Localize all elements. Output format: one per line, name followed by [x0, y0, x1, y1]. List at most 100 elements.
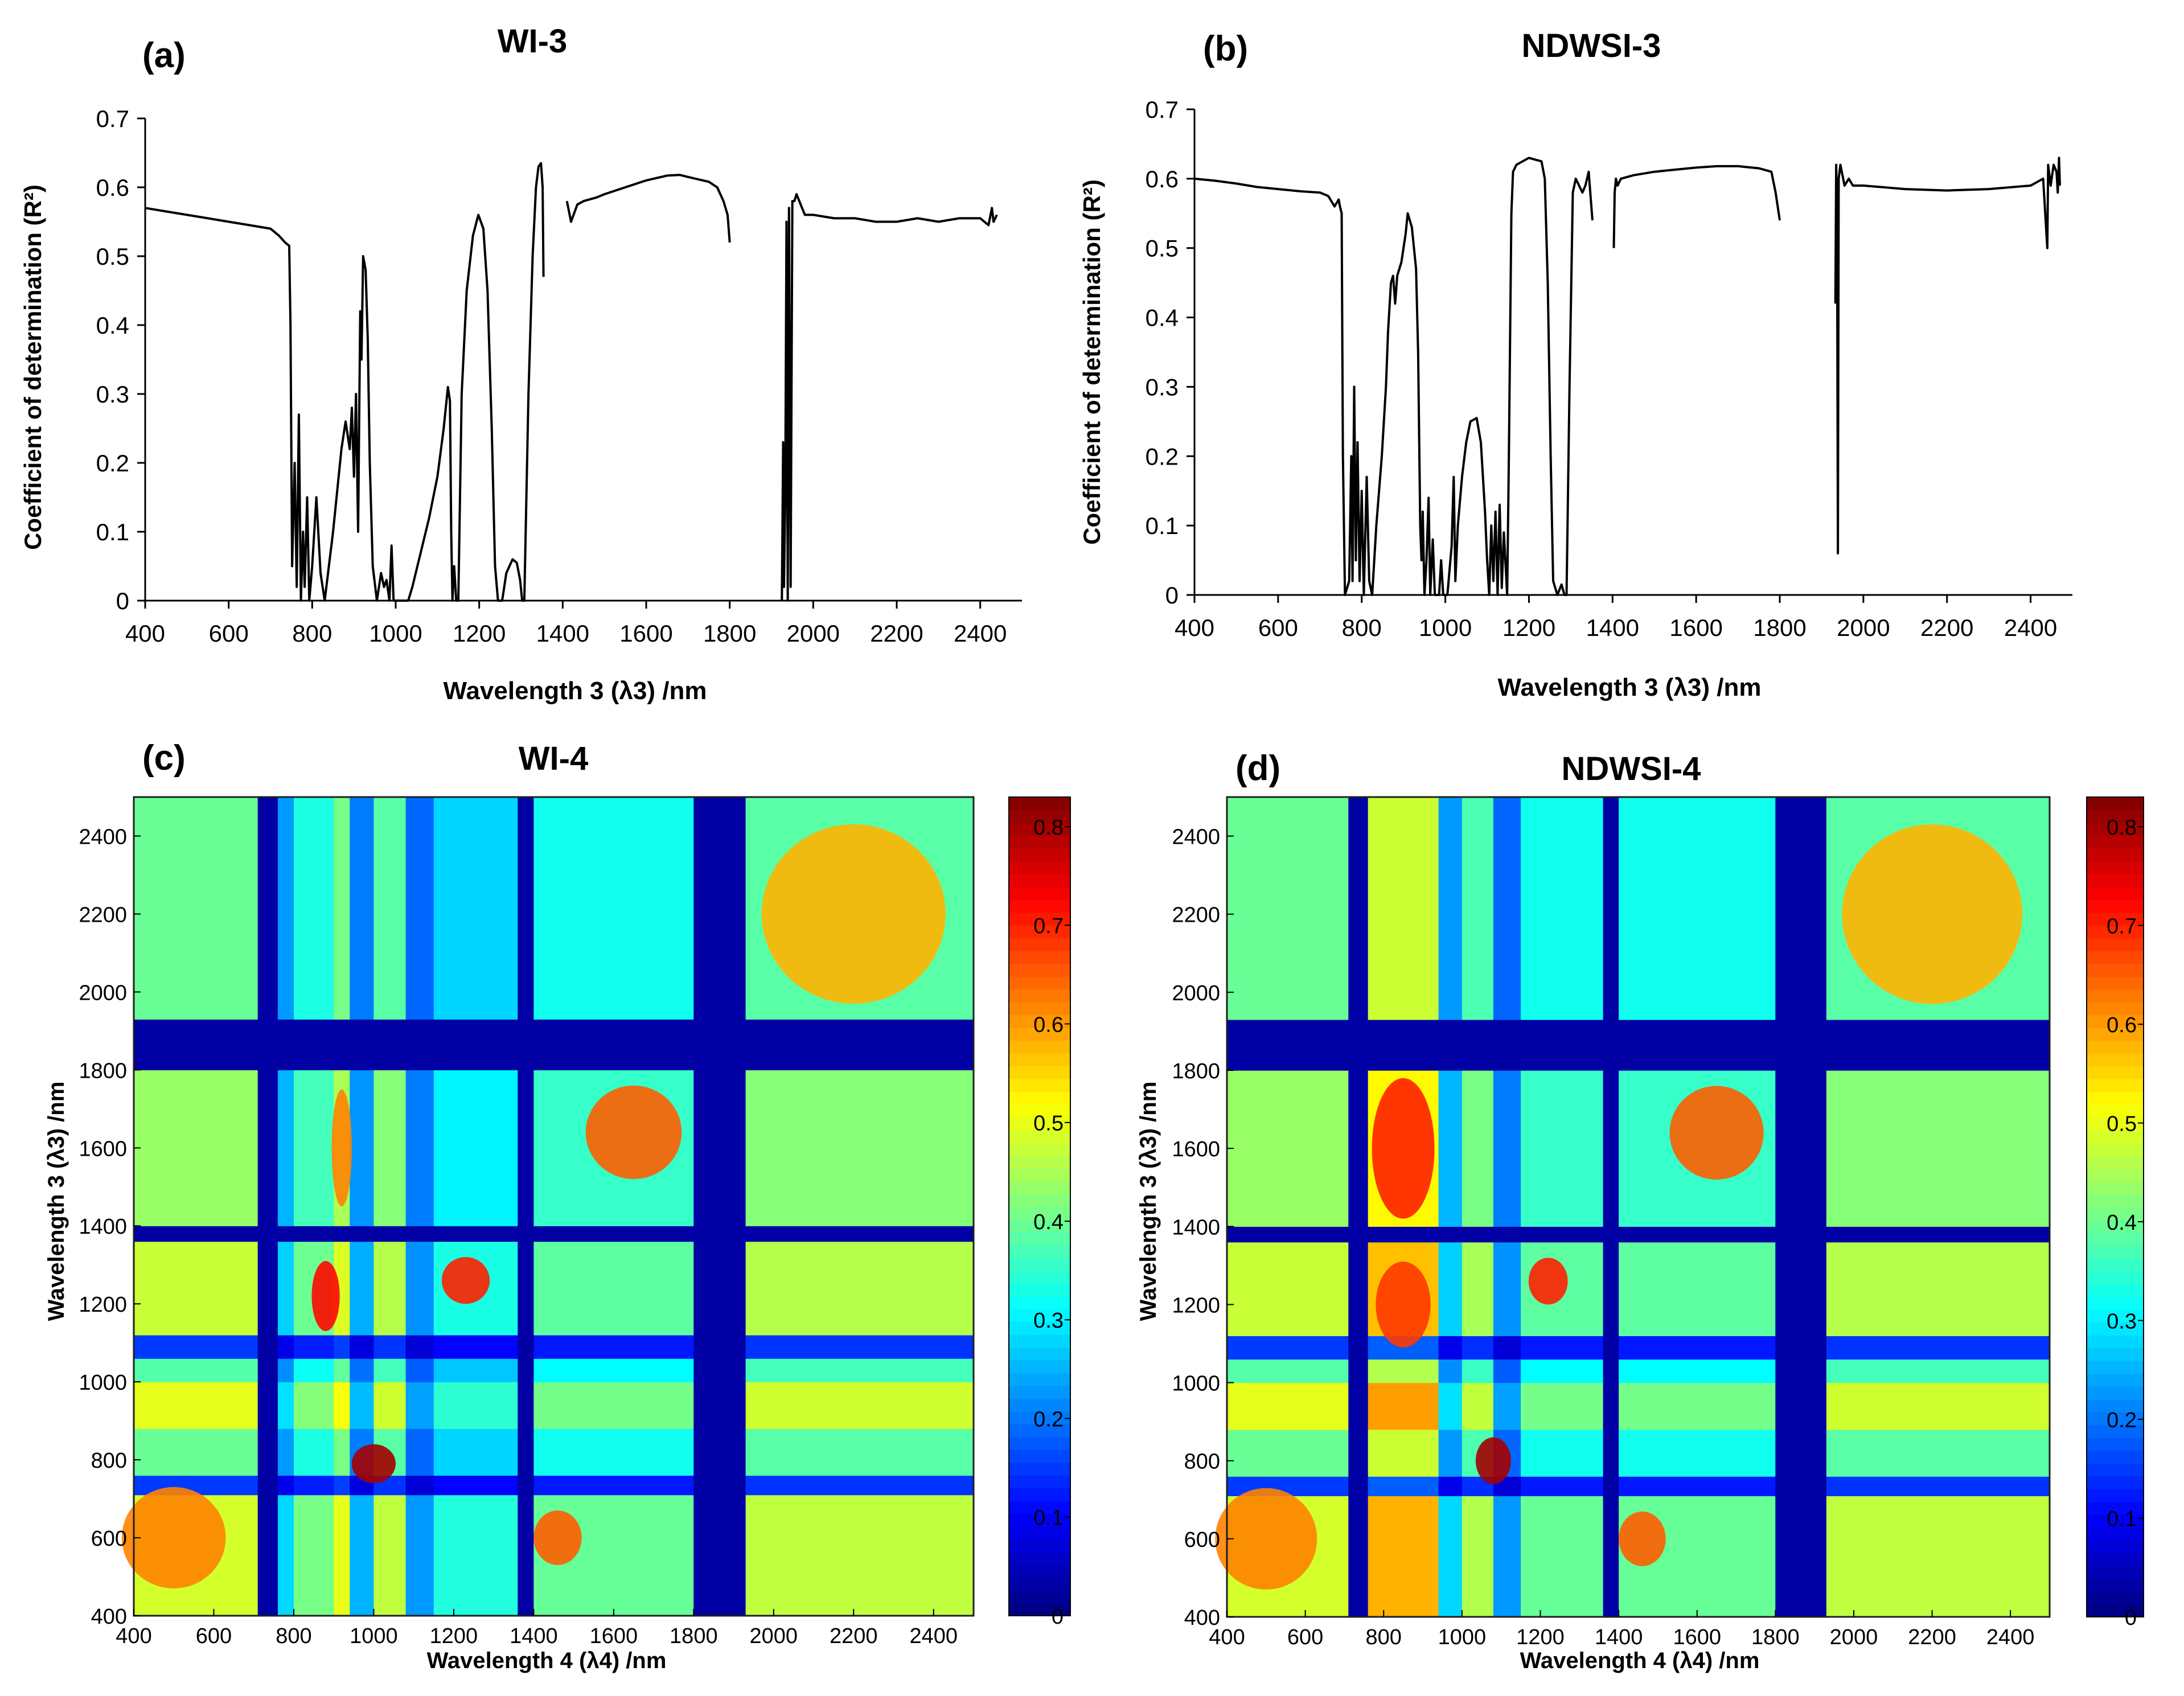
panel-a-x-tick-label: 600 [209, 620, 249, 647]
panel-c-heatmap-cell [277, 1335, 294, 1359]
panel-d-heatmap-cell [1493, 797, 1521, 1020]
panel-d-heatmap-cell [1619, 1359, 1776, 1383]
panel-d-heatmap-cell [1227, 797, 1349, 1020]
panel-c-colorbar-segment [1009, 1283, 1070, 1297]
panel-d-heatmap-cell [1227, 1382, 1349, 1430]
panel-c-heatmap-cell [373, 1358, 407, 1382]
panel-c-heatmap-cell [257, 1019, 278, 1070]
panel-d-y-tick-label: 400 [1184, 1606, 1220, 1630]
panel-d-colorbar-tick-label: 0.8 [2107, 816, 2137, 840]
panel-d-heatmap-cell [1826, 1070, 2050, 1227]
panel-d-y-tick-label: 800 [1184, 1450, 1220, 1474]
panel-d-heatmap-cell [1826, 1429, 2050, 1477]
panel-d-colorbar-segment [2087, 1271, 2144, 1284]
panel-d-colorbar-segment [2087, 848, 2144, 862]
panel-d-heatmap-cell [1775, 797, 1827, 1020]
panel-d-heatmap-cell [1227, 1359, 1349, 1383]
panel-c-heatmap-cell [350, 1358, 374, 1382]
panel-b-r2-line-segment-1 [1194, 157, 1594, 596]
panel-d-y-tick-label: 1800 [1172, 1060, 1220, 1083]
panel-c-heatmap-cell [134, 1382, 258, 1429]
panel-d-heatmap-hotspot [1619, 1511, 1666, 1566]
panel-c-heatmap-cell [518, 1241, 534, 1336]
panel-c-colorbar-segment [1009, 1206, 1070, 1220]
panel-a-x-tick-label: 400 [125, 620, 165, 647]
panel-d-x-tick-label: 1200 [1516, 1625, 1565, 1649]
panel-c-heatmap-cell [134, 1358, 258, 1382]
panel-c-heatmap-cell [257, 1070, 278, 1226]
panel-d-heatmap-cell [1348, 1226, 1369, 1243]
panel-c-colorbar-tick-label: 0.4 [1033, 1210, 1064, 1234]
panel-c-colorbar-tick-label: 0.7 [1033, 914, 1064, 938]
panel-c-heatmap-cell [373, 1019, 407, 1070]
panel-c-title: WI-4 [519, 740, 588, 777]
panel-c-colorbar-segment [1009, 1590, 1070, 1604]
panel-d-heatmap-hotspot [1475, 1437, 1511, 1484]
panel-c-heatmap-cell [533, 1019, 694, 1070]
panel-c-heatmap-cell [373, 1382, 407, 1429]
panel-c-y-tick-label: 800 [91, 1449, 127, 1473]
panel-d-colorbar-segment [2087, 1424, 2144, 1438]
panel-c-colorbar-segment [1009, 1308, 1070, 1323]
panel-d-colorbar-segment [2087, 976, 2144, 990]
panel-d-heatmap-cell [1826, 1359, 2050, 1383]
panel-c-wi4-heatmap: (c) WI-4 Wavelength 4 (λ4) /nm Wavelengt… [44, 738, 1071, 1673]
panel-d-colorbar-segment [2087, 1079, 2144, 1093]
panel-c-heatmap-cell [693, 1335, 746, 1359]
panel-c-colorbar-segment [1009, 1436, 1070, 1450]
panel-c-x-tick-label: 800 [276, 1624, 311, 1648]
panel-a-y-tick-label: 0.2 [96, 450, 129, 477]
panel-c-heatmap-hotspot [351, 1444, 396, 1484]
panel-b-y-tick-label: 0.2 [1146, 443, 1179, 470]
panel-c-colorbar-segment [1009, 1526, 1070, 1539]
panel-d-heatmap-cell [1348, 1019, 1369, 1071]
panel-c-heatmap-cell [518, 797, 534, 1020]
panel-d-heatmap-cell [1438, 1019, 1463, 1071]
panel-c-heatmap-cell [693, 1475, 746, 1496]
panel-d-colorbar-segment [2087, 989, 2144, 1003]
panel-b-label: (b) [1203, 29, 1248, 68]
panel-d-heatmap-cell [1521, 1019, 1604, 1071]
panel-c-heatmap-cell [134, 1241, 258, 1336]
panel-d-heatmap-cell [1348, 1476, 1369, 1496]
panel-d-colorbar-segment [2087, 1091, 2144, 1105]
panel-c-heatmap-cell [405, 1358, 434, 1382]
panel-d-heatmap-hotspot [1215, 1488, 1317, 1590]
panel-c-heatmap-cell [745, 1226, 974, 1242]
panel-d-heatmap-cell [1438, 1336, 1463, 1360]
panel-c-heatmap-cell [373, 1335, 407, 1359]
panel-d-heatmap-cell [1462, 1226, 1494, 1243]
panel-d-heatmap-cell [1775, 1242, 1827, 1336]
panel-d-x-axis-label: Wavelength 4 (λ4) /nm [1520, 1648, 1760, 1673]
panel-c-y-tick-label: 1400 [79, 1215, 127, 1239]
panel-d-colorbar-segment [2087, 1207, 2144, 1221]
panel-c-heatmap-hotspot [761, 824, 946, 1004]
panel-d-heatmap-cell [1826, 1336, 2050, 1360]
panel-c-heatmap-cell [533, 1428, 694, 1476]
panel-d-heatmap-cell [1462, 1336, 1494, 1360]
panel-c-colorbar-segment [1009, 938, 1070, 951]
panel-c-y-tick-label: 400 [91, 1605, 127, 1629]
panel-c-colorbar-segment [1009, 810, 1070, 823]
panel-d-heatmap-cell [1603, 1226, 1619, 1243]
panel-d-heatmap-cell [1438, 1496, 1463, 1617]
panel-a-x-tick-label: 2000 [787, 620, 840, 647]
panel-c-colorbar-segment [1009, 1475, 1070, 1489]
panel-d-colorbar-segment [2087, 1233, 2144, 1246]
panel-c-heatmap-cell [518, 1475, 534, 1496]
panel-d-colorbar-segment [2087, 1412, 2144, 1426]
panel-d-heatmap-cell [1493, 1226, 1521, 1243]
panel-c-colorbar-segment [1009, 1449, 1070, 1463]
panel-d-colorbar-segment [2087, 1438, 2144, 1451]
panel-d-heatmap-cell [1826, 1382, 2050, 1430]
panel-c-colorbar-segment [1009, 848, 1070, 862]
panel-d-colorbar-segment [2087, 963, 2144, 977]
panel-c-colorbar-segment [1009, 950, 1070, 964]
panel-c-heatmap-cell [373, 1241, 407, 1336]
panel-c-heatmap-cell [294, 1428, 334, 1476]
panel-d-ndwsi4-heatmap: (d) NDWSI-4 Wavelength 4 (λ4) /nm Wavele… [1136, 749, 2144, 1673]
panel-c-heatmap-cell [518, 1494, 534, 1616]
panel-d-heatmap-cell [1619, 1226, 1776, 1243]
panel-b-x-tick-label: 1000 [1419, 614, 1472, 641]
panel-c-heatmap-hotspot [121, 1487, 226, 1588]
